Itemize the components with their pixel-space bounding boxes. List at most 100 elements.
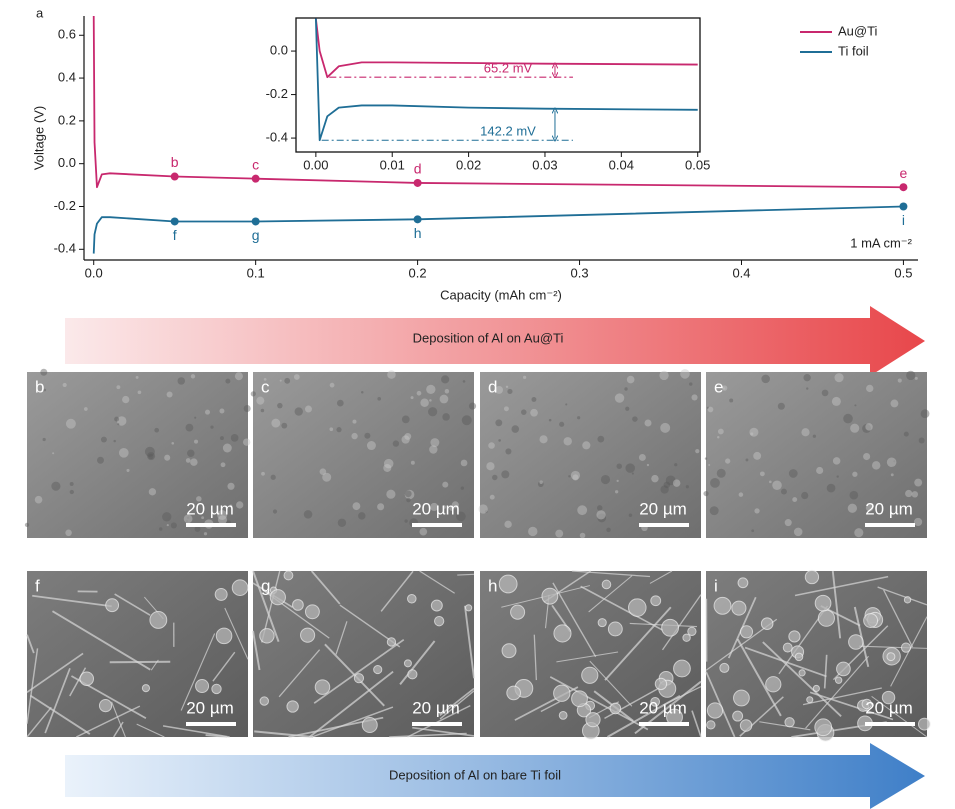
texture: [222, 443, 232, 453]
texture: [465, 604, 473, 612]
texture: [886, 652, 896, 662]
texture: [801, 428, 810, 437]
texture: [136, 723, 165, 738]
panel-label: e: [714, 377, 723, 396]
sem-image: [480, 372, 701, 538]
texture: [250, 391, 256, 397]
texture: [196, 496, 202, 502]
texture: [760, 617, 774, 630]
texture: [444, 389, 450, 394]
texture: [420, 398, 429, 408]
x-tick-label: 0.0: [85, 265, 103, 280]
texture: [650, 595, 662, 607]
texture: [279, 379, 282, 382]
data-point: [251, 174, 260, 183]
texture: [26, 648, 39, 724]
texture: [186, 516, 190, 519]
texture: [271, 418, 281, 428]
texture: [539, 480, 543, 485]
texture: [404, 490, 412, 498]
texture: [97, 456, 104, 464]
texture: [171, 441, 175, 445]
data-point: [413, 215, 422, 224]
texture: [113, 439, 116, 443]
texture: [484, 510, 488, 513]
texture: [905, 489, 913, 498]
texture: [489, 494, 495, 500]
texture: [254, 730, 314, 738]
texture: [911, 491, 919, 498]
texture: [69, 489, 74, 495]
series-line: [92, 16, 904, 189]
texture: [768, 480, 772, 484]
texture: [729, 398, 734, 403]
texture: [148, 488, 157, 496]
scale-bar-label: 20 µm: [639, 698, 687, 717]
texture: [259, 628, 275, 644]
texture: [319, 468, 327, 475]
texture: [401, 435, 410, 444]
texture: [665, 475, 676, 486]
texture: [606, 527, 611, 533]
texture: [310, 570, 341, 605]
texture: [201, 516, 205, 520]
texture: [293, 374, 300, 380]
texture: [392, 440, 400, 447]
texture: [147, 452, 156, 461]
scale-bar: [639, 523, 689, 527]
texture: [185, 458, 191, 463]
texture: [220, 436, 224, 441]
arrow-ti: [65, 743, 925, 809]
texture: [324, 643, 385, 707]
y-tick-label: -0.2: [266, 86, 288, 101]
texture: [654, 677, 668, 691]
texture: [361, 717, 378, 734]
texture: [217, 515, 228, 525]
texture: [377, 396, 382, 401]
texture: [834, 373, 844, 383]
texture: [537, 481, 544, 488]
texture: [492, 474, 498, 481]
y-tick-label: 0.6: [58, 27, 76, 42]
texture: [380, 570, 414, 612]
texture: [604, 606, 672, 681]
texture: [863, 613, 879, 628]
texture: [706, 720, 716, 730]
texture: [278, 649, 321, 698]
texture: [877, 586, 928, 606]
texture: [364, 432, 371, 439]
micrograph: d 20 µm: [478, 369, 701, 539]
series-line: [314, 18, 698, 142]
texture: [572, 474, 579, 481]
texture: [794, 652, 804, 662]
texture: [530, 408, 538, 417]
texture: [814, 718, 833, 737]
texture: [589, 660, 633, 707]
texture: [695, 449, 700, 454]
texture: [806, 387, 809, 390]
texture: [162, 725, 230, 738]
texture: [281, 422, 288, 429]
panel-label: b: [35, 377, 44, 396]
texture: [852, 471, 858, 477]
texture: [498, 574, 518, 594]
texture: [596, 505, 603, 511]
texture: [69, 667, 87, 697]
texture: [843, 413, 853, 424]
annotation: 1 mA cm⁻²: [850, 235, 912, 250]
texture: [410, 396, 414, 400]
texture: [164, 454, 171, 461]
texture: [511, 425, 520, 433]
texture: [883, 589, 914, 648]
texture: [43, 388, 47, 392]
texture: [834, 676, 843, 684]
texture: [430, 599, 443, 612]
texture: [849, 490, 859, 500]
texture: [308, 670, 394, 738]
texture: [185, 519, 189, 523]
texture: [242, 438, 251, 446]
texture: [292, 599, 304, 611]
point-label: h: [414, 225, 422, 241]
texture: [814, 594, 832, 612]
